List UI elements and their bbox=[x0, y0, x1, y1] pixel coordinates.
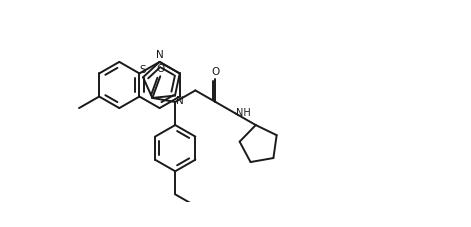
Text: O: O bbox=[211, 67, 219, 77]
Text: N: N bbox=[156, 50, 163, 60]
Text: N: N bbox=[176, 96, 184, 106]
Text: NH: NH bbox=[236, 108, 251, 118]
Text: O: O bbox=[156, 64, 164, 74]
Text: S: S bbox=[140, 65, 146, 75]
